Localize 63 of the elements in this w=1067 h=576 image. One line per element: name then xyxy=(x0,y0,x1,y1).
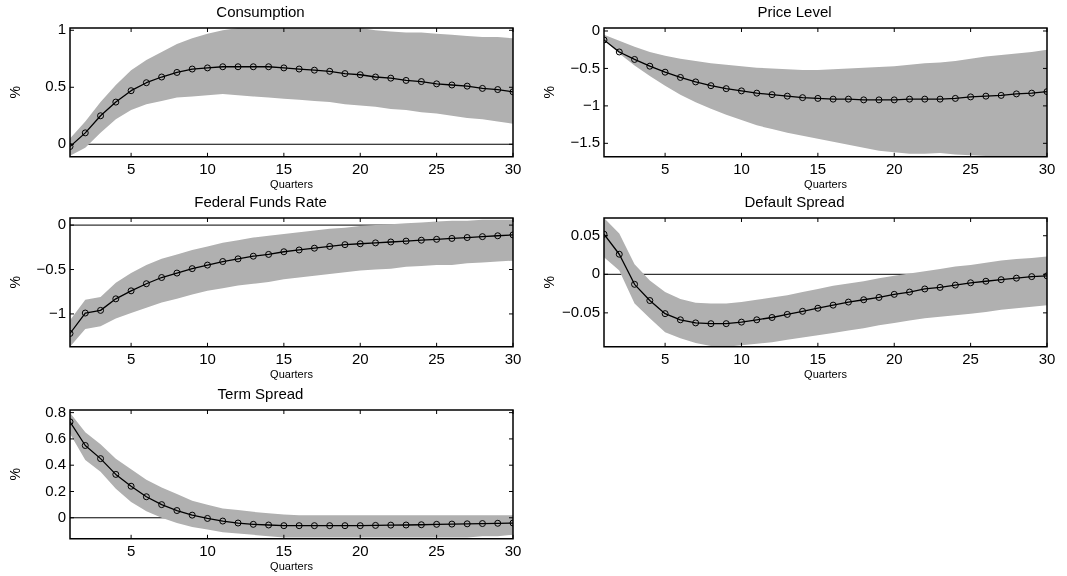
y-tick-label: 0 xyxy=(57,507,66,525)
y-tick-label: −0.5 xyxy=(36,259,66,277)
y-tick-label: −1 xyxy=(48,304,66,322)
chart-title: Term Spread xyxy=(217,385,304,403)
y-tick-label: −0.5 xyxy=(570,58,600,76)
y-tick-label: 0 xyxy=(591,21,600,39)
x-tick-label: 15 xyxy=(809,349,827,367)
x-tick-label: 20 xyxy=(351,349,369,367)
x-tick-label: 15 xyxy=(809,159,827,177)
y-tick-label: 0 xyxy=(57,134,66,152)
chart-title: Price Level xyxy=(757,3,832,21)
x-tick-label: 20 xyxy=(351,159,369,177)
y-axis-title: % xyxy=(7,468,24,481)
x-axis-title: Quarters xyxy=(270,178,314,191)
x-tick-label: 25 xyxy=(428,541,445,559)
x-tick-label: 10 xyxy=(733,349,750,367)
y-tick-label: 0.05 xyxy=(570,225,600,243)
y-tick-label: −0.05 xyxy=(562,303,600,321)
x-tick-label: 20 xyxy=(351,541,369,559)
x-tick-label: 10 xyxy=(733,159,750,177)
y-tick-label: 0 xyxy=(57,215,66,233)
x-tick-label: 15 xyxy=(275,349,293,367)
x-tick-label: 5 xyxy=(126,159,136,177)
chart-title: Federal Funds Rate xyxy=(194,193,327,211)
x-axis-title: Quarters xyxy=(804,368,848,381)
x-tick-label: 5 xyxy=(660,349,670,367)
y-axis-title: % xyxy=(541,276,558,289)
x-tick-label: 10 xyxy=(199,159,216,177)
x-axis-title: Quarters xyxy=(270,560,314,573)
y-tick-label: 0.5 xyxy=(45,77,66,95)
chart-title: Default Spread xyxy=(744,193,845,211)
y-tick-label: 0.2 xyxy=(45,481,66,499)
chart-title: Consumption xyxy=(216,3,305,21)
y-tick-label: 0.8 xyxy=(45,402,66,420)
x-tick-label: 25 xyxy=(428,349,445,367)
y-axis-title: % xyxy=(541,86,558,99)
x-tick-label: 25 xyxy=(962,349,979,367)
y-tick-label: 0.6 xyxy=(45,429,66,447)
y-tick-label: −1.5 xyxy=(570,133,600,151)
x-tick-label: 20 xyxy=(885,159,903,177)
x-tick-label: 20 xyxy=(885,349,903,367)
x-tick-label: 30 xyxy=(504,541,522,559)
y-axis-title: % xyxy=(7,86,24,99)
y-tick-label: 1 xyxy=(57,20,66,38)
y-axis-title: % xyxy=(7,276,24,289)
x-axis-title: Quarters xyxy=(270,368,314,381)
x-tick-label: 25 xyxy=(428,159,445,177)
y-tick-label: 0.4 xyxy=(45,455,66,473)
y-tick-label: 0 xyxy=(591,264,600,282)
x-tick-label: 25 xyxy=(962,159,979,177)
x-tick-label: 5 xyxy=(126,541,136,559)
x-tick-label: 5 xyxy=(660,159,670,177)
x-tick-label: 5 xyxy=(126,349,136,367)
x-tick-label: 10 xyxy=(199,349,216,367)
x-tick-label: 10 xyxy=(199,541,216,559)
x-axis-title: Quarters xyxy=(804,178,848,191)
x-tick-label: 30 xyxy=(1038,159,1056,177)
x-tick-label: 30 xyxy=(504,159,522,177)
y-tick-label: −1 xyxy=(582,96,600,114)
x-tick-label: 30 xyxy=(504,349,522,367)
x-tick-label: 30 xyxy=(1038,349,1056,367)
x-tick-label: 15 xyxy=(275,159,293,177)
x-tick-label: 15 xyxy=(275,541,293,559)
